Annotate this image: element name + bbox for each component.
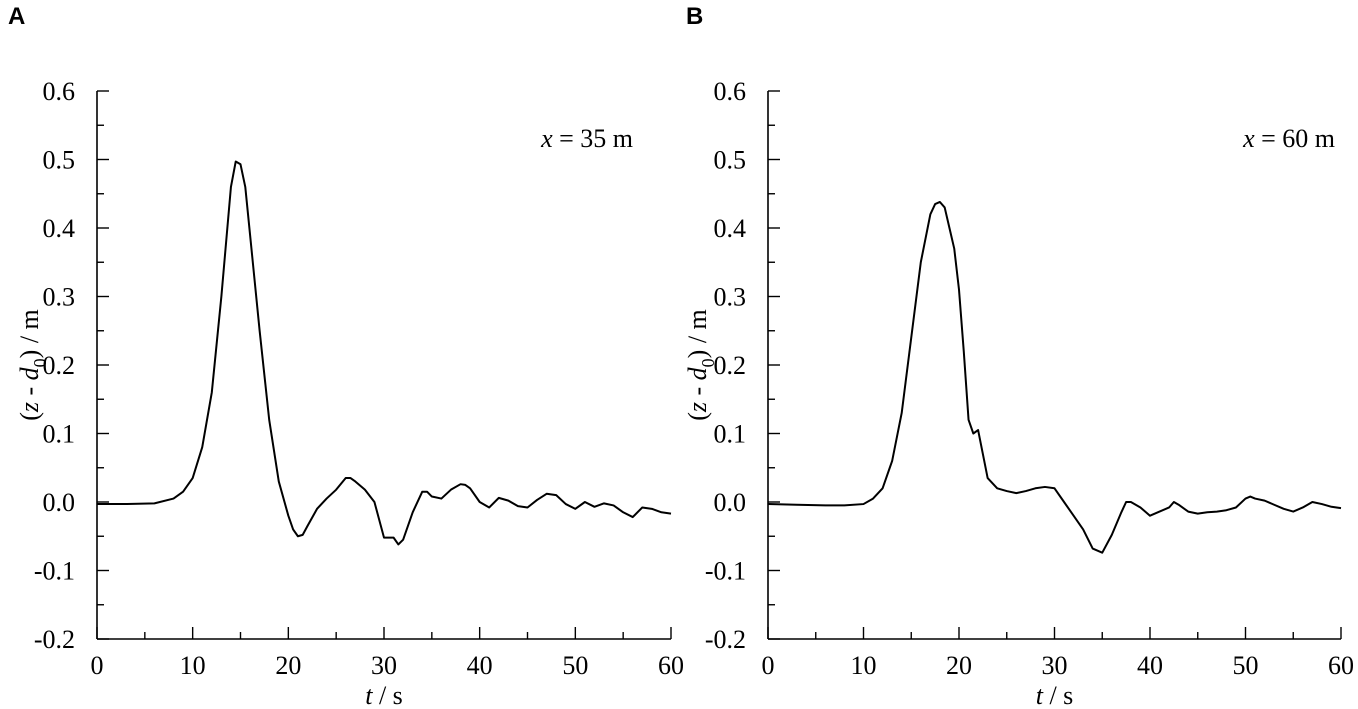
series-line [97,160,672,546]
x-tick-label: 30 [371,651,397,680]
x-tick-label: 40 [467,651,493,680]
x-axis-label: t / s [365,681,403,709]
location-annotation: x = 35 m [540,124,633,153]
panel-a: A 0.6 0.5 0.4 0.3 0.2 0.1 0.0 -0.1 -0.2 0 10 20 30 40 5… [8,3,684,709]
x-tick-label: 20 [275,651,301,680]
y-tick-label: -0.1 [705,557,746,586]
x-tick-label: 40 [1137,651,1163,680]
y-tick-label: 0.0 [43,488,76,517]
x-tick-label: 10 [851,651,877,680]
y-axis-label: (z - d0) / m [15,309,50,421]
y-tick-label: 0.6 [714,77,747,106]
x-tick-label: 50 [1233,651,1259,680]
panel-label: A [8,3,25,30]
x-axis-label: t / s [1036,681,1074,709]
y-axis-label: (z - d0) / m [683,309,718,421]
series-line [767,200,1342,554]
y-tick-label: -0.2 [705,625,746,654]
x-tick-label: 30 [1042,651,1068,680]
y-tick-label: 0.5 [714,146,747,175]
y-tick-label: 0.3 [43,283,76,312]
y-tick-label: -0.1 [34,557,75,586]
panel-label: B [686,3,703,30]
x-tick-label: 0 [762,651,775,680]
panel-b: B 0.6 0.5 0.4 0.3 0.2 0.1 0.0 -0.1 -0.2 0 10 20 30 40 5… [683,3,1354,709]
x-tick-label: 60 [1328,651,1354,680]
y-tick-label: -0.2 [34,625,75,654]
y-tick-label: 0.1 [714,420,747,449]
location-annotation: x = 60 m [1242,124,1335,153]
y-tick-label: 0.1 [43,420,76,449]
y-tick-label: 0.6 [43,77,76,106]
y-tick-label: 0.2 [43,351,76,380]
y-tick-label: 0.4 [714,214,747,243]
y-tick-label: 0.3 [714,283,747,312]
y-tick-label: 0.4 [43,214,76,243]
y-tick-label: 0.2 [714,351,747,380]
y-tick-label: 0.5 [43,146,76,175]
x-tick-label: 20 [946,651,972,680]
x-tick-label: 0 [91,651,104,680]
x-tick-label: 50 [562,651,588,680]
y-tick-label: 0.0 [714,488,747,517]
x-tick-label: 10 [180,651,206,680]
x-tick-label: 60 [658,651,684,680]
